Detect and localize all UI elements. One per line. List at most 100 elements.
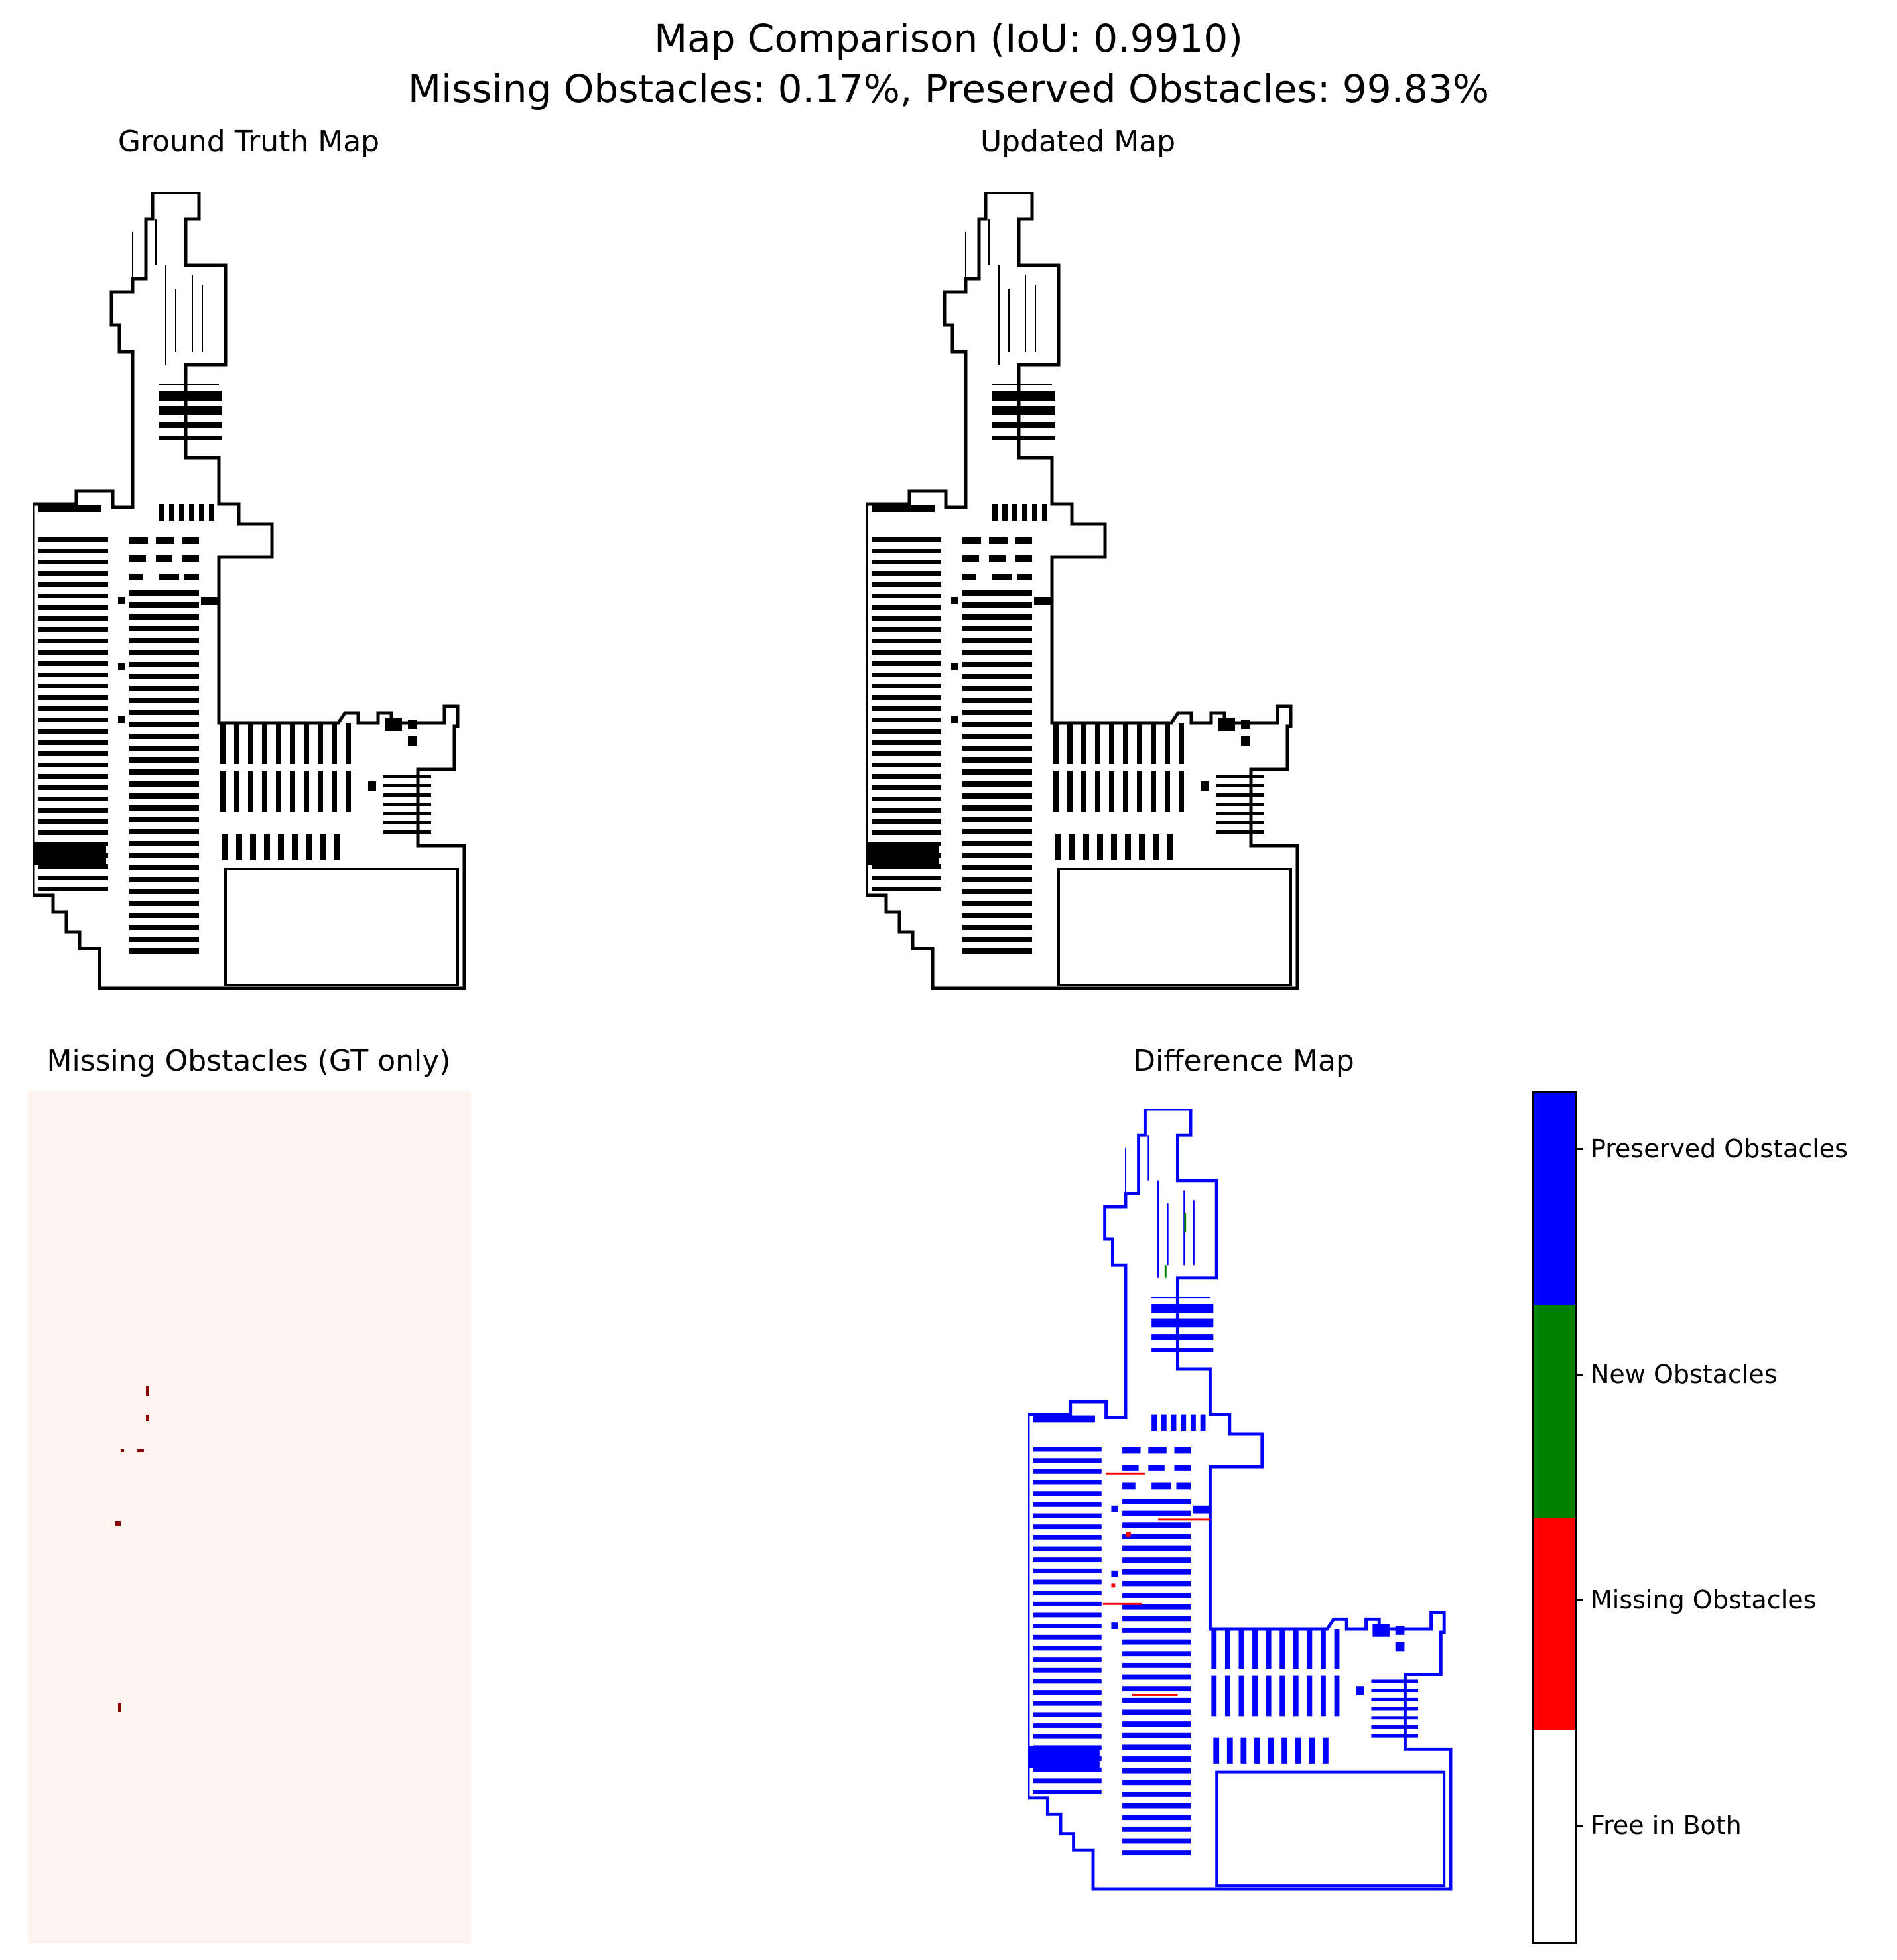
obstacle-block <box>962 913 1032 918</box>
obstacle-block <box>1307 1629 1313 1669</box>
obstacle-block <box>989 555 1006 562</box>
obstacle-block <box>250 834 256 860</box>
obstacle-block <box>38 797 108 801</box>
obstacle-block <box>38 830 108 835</box>
obstacle-block <box>38 684 108 688</box>
obstacle-block <box>1033 1624 1102 1629</box>
obstacle-block <box>38 605 108 610</box>
colorbar-tick <box>1575 1374 1583 1376</box>
obstacle-block <box>962 662 1032 667</box>
obstacle-block <box>1165 723 1170 764</box>
obstacle-block <box>872 661 941 666</box>
obstacle-block <box>1033 1415 1095 1423</box>
missing-obstacle-mark <box>1111 1583 1116 1588</box>
obstacle-block <box>1033 1690 1102 1695</box>
obstacle-block <box>1211 1675 1217 1717</box>
obstacle-block <box>1122 1604 1191 1610</box>
obstacle-block <box>159 574 179 580</box>
obstacle-block <box>332 771 337 812</box>
obstacle-block <box>383 812 431 815</box>
obstacle-block <box>129 734 199 739</box>
obstacle-block <box>169 504 174 521</box>
obstacle-block <box>38 537 108 542</box>
obstacle-block <box>1241 720 1250 729</box>
obstacle-block <box>1122 1569 1191 1575</box>
obstacle-block <box>1125 834 1131 860</box>
missing-marker <box>137 1449 144 1452</box>
obstacle-block <box>38 582 108 587</box>
obstacle-block <box>1122 1697 1191 1703</box>
missing-obstacle-mark <box>1158 1518 1210 1521</box>
obstacle-block <box>179 504 184 521</box>
obstacle-block <box>129 626 199 631</box>
obstacle-block <box>129 901 199 906</box>
colorbar-label-preserved: Preserved Obstacles <box>1591 1134 1848 1163</box>
obstacle-block <box>1122 1792 1191 1797</box>
obstacle-block <box>383 821 431 824</box>
obstacle-block <box>129 877 199 882</box>
obstacle-block <box>1033 1579 1102 1585</box>
obstacle-block <box>118 663 125 670</box>
obstacle-block <box>129 710 199 715</box>
obstacle-block <box>38 594 108 598</box>
obstacle-block <box>38 763 108 767</box>
obstacle-block <box>872 605 941 610</box>
obstacle-block <box>318 723 323 764</box>
obstacle-block <box>872 594 941 598</box>
obstacle-block <box>872 763 941 767</box>
obstacle-block <box>962 948 1032 954</box>
obstacle-block <box>962 841 1032 846</box>
colorbar-label-missing: Missing Obstacles <box>1591 1585 1817 1614</box>
obstacle-block <box>872 740 941 745</box>
obstacle-block <box>962 555 979 562</box>
obstacle-block <box>962 805 1032 811</box>
obstacle-block <box>1356 1686 1364 1695</box>
obstacle-block <box>1034 597 1051 605</box>
obstacle-block <box>1213 1737 1220 1764</box>
obstacle-block <box>992 436 1055 440</box>
obstacle-block <box>306 834 312 860</box>
obstacle-block <box>1033 1535 1102 1540</box>
obstacle-block <box>278 834 284 860</box>
obstacle-block <box>1151 1482 1171 1490</box>
obstacle-block <box>1109 771 1114 812</box>
obstacle-block <box>1266 1675 1272 1717</box>
obstacle-block <box>1122 1803 1191 1809</box>
obstacle-block <box>1295 1737 1301 1764</box>
obstacle-block <box>872 729 941 734</box>
obstacle-block <box>1033 1679 1102 1684</box>
obstacle-block <box>872 819 941 824</box>
obstacle-block <box>1012 504 1017 521</box>
obstacle-block <box>1122 1674 1191 1680</box>
obstacle-block <box>159 391 222 401</box>
colorbar-segment-preserved <box>1534 1093 1575 1305</box>
obstacle-block <box>1293 1629 1299 1669</box>
obstacle-block <box>1321 1629 1326 1669</box>
obstacle-block <box>1033 1723 1102 1728</box>
obstacle-block <box>1151 1318 1214 1328</box>
obstacle-block <box>872 774 941 779</box>
obstacle-block <box>290 771 295 812</box>
obstacle-block <box>129 674 199 679</box>
obstacle-block <box>1266 1629 1272 1669</box>
obstacle-block <box>1322 1737 1329 1764</box>
obstacle-block <box>129 662 199 667</box>
obstacle-block <box>1122 1581 1191 1587</box>
obstacle-block <box>1033 1458 1102 1463</box>
missing-obstacle-mark <box>1106 1472 1145 1475</box>
obstacle-block <box>962 574 976 580</box>
obstacle-block <box>1238 1629 1244 1669</box>
obstacle-block <box>1032 504 1037 521</box>
obstacle-block <box>962 686 1032 691</box>
obstacle-block <box>1122 1534 1191 1539</box>
colorbar-segment-free <box>1534 1730 1575 1942</box>
obstacle-block <box>1123 771 1128 812</box>
obstacle-block <box>1097 834 1103 860</box>
obstacle-block <box>1033 1469 1102 1474</box>
obstacle-block <box>872 751 941 756</box>
obstacle-block <box>1067 723 1073 764</box>
obstacle-block <box>872 706 941 711</box>
obstacle-block <box>220 771 226 812</box>
obstacle-block <box>129 829 199 834</box>
obstacle-block <box>951 716 958 723</box>
